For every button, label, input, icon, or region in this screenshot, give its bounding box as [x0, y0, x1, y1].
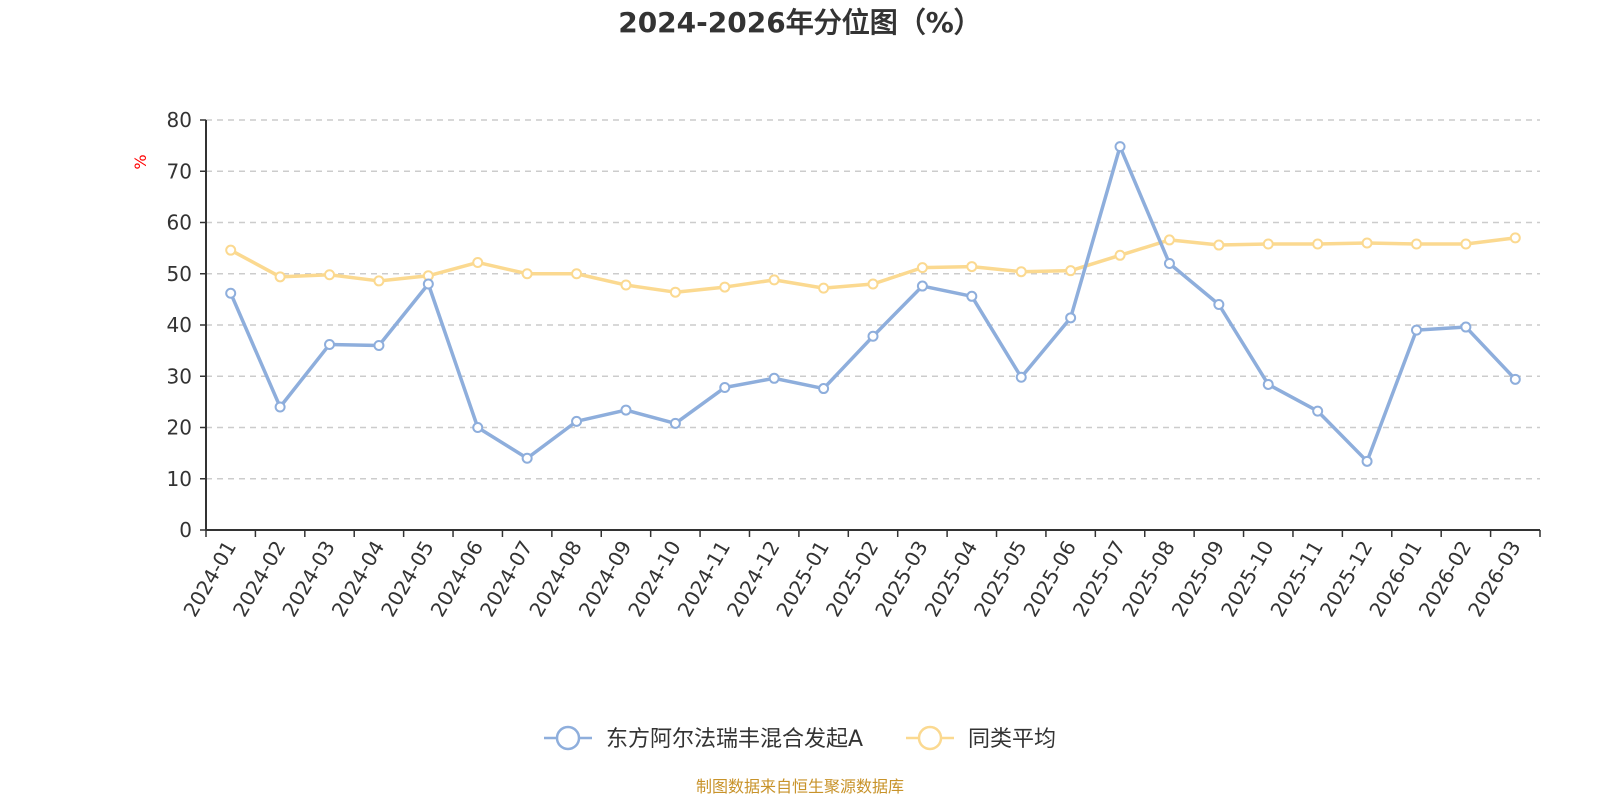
- source-note: 制图数据来自恒生聚源数据库: [696, 777, 904, 796]
- data-point: [1410, 238, 1422, 250]
- data-point: [1361, 455, 1373, 467]
- data-point: [1065, 265, 1077, 277]
- data-point: [1460, 321, 1472, 333]
- data-point: [274, 271, 286, 283]
- data-point: [571, 415, 583, 427]
- data-point: [966, 290, 978, 302]
- series-lines: [225, 141, 1521, 467]
- data-point: [669, 417, 681, 429]
- data-point: [620, 404, 632, 416]
- data-point: [1213, 239, 1225, 251]
- data-point: [324, 269, 336, 281]
- data-point: [719, 281, 731, 293]
- data-point: [521, 452, 533, 464]
- data-point: [620, 279, 632, 291]
- data-point: [867, 278, 879, 290]
- data-point: [1114, 249, 1126, 261]
- data-point: [916, 280, 928, 292]
- data-point: [1114, 141, 1126, 153]
- y-tick-label: 60: [167, 211, 192, 235]
- data-point: [768, 372, 780, 384]
- data-point: [867, 330, 879, 342]
- y-tick-label: 40: [167, 313, 192, 337]
- data-point: [1163, 258, 1175, 269]
- axes: 010203040506070802024-012024-022024-0320…: [167, 108, 1541, 621]
- y-tick-label: 50: [167, 262, 192, 286]
- data-point: [966, 261, 978, 273]
- legend-item[interactable]: 东方阿尔法瑞丰混合发起A: [544, 725, 863, 752]
- data-point: [1460, 238, 1472, 250]
- data-point: [324, 338, 336, 350]
- legend-marker-icon: [917, 725, 943, 751]
- y-tick-label: 10: [167, 467, 192, 491]
- data-point: [373, 340, 385, 351]
- legend-label: 东方阿尔法瑞丰混合发起A: [606, 727, 863, 752]
- legend-item[interactable]: 同类平均: [906, 725, 1056, 752]
- y-tick-label: 0: [179, 518, 192, 542]
- data-point: [422, 278, 434, 290]
- data-point: [472, 256, 484, 268]
- data-point: [818, 282, 830, 294]
- data-point: [768, 274, 780, 286]
- data-point: [1509, 232, 1521, 244]
- series-line-0: [228, 144, 1518, 464]
- y-tick-label: 80: [167, 108, 192, 132]
- data-point: [1410, 324, 1422, 336]
- data-point: [719, 382, 731, 394]
- data-point: [571, 268, 583, 280]
- data-point: [818, 383, 830, 395]
- data-point: [1163, 234, 1175, 246]
- data-point: [521, 268, 533, 280]
- y-tick-label: 70: [167, 159, 192, 183]
- data-point: [274, 401, 286, 413]
- data-point: [373, 275, 385, 287]
- data-point: [1015, 371, 1027, 383]
- data-point: [225, 244, 237, 256]
- data-point: [916, 262, 928, 274]
- data-point: [225, 287, 237, 299]
- legend-marker-icon: [555, 725, 581, 751]
- chart-title: 2024-2026年分位图（%）: [618, 6, 982, 39]
- data-point: [1213, 299, 1225, 310]
- data-point: [1262, 378, 1274, 390]
- grid-lines: [206, 119, 1540, 480]
- legend-label: 同类平均: [968, 727, 1056, 752]
- data-point: [669, 286, 681, 298]
- legend: 东方阿尔法瑞丰混合发起A 同类平均: [544, 725, 1056, 752]
- data-point: [472, 422, 484, 433]
- y-tick-label: 30: [167, 364, 192, 388]
- y-axis-label: %: [131, 154, 150, 169]
- data-point: [1361, 237, 1373, 249]
- data-point: [1312, 238, 1324, 250]
- data-point: [1509, 373, 1521, 385]
- data-point: [1312, 405, 1324, 417]
- data-point: [1262, 238, 1274, 250]
- data-point: [1015, 266, 1027, 278]
- y-tick-label: 20: [167, 416, 192, 440]
- data-point: [1065, 312, 1077, 324]
